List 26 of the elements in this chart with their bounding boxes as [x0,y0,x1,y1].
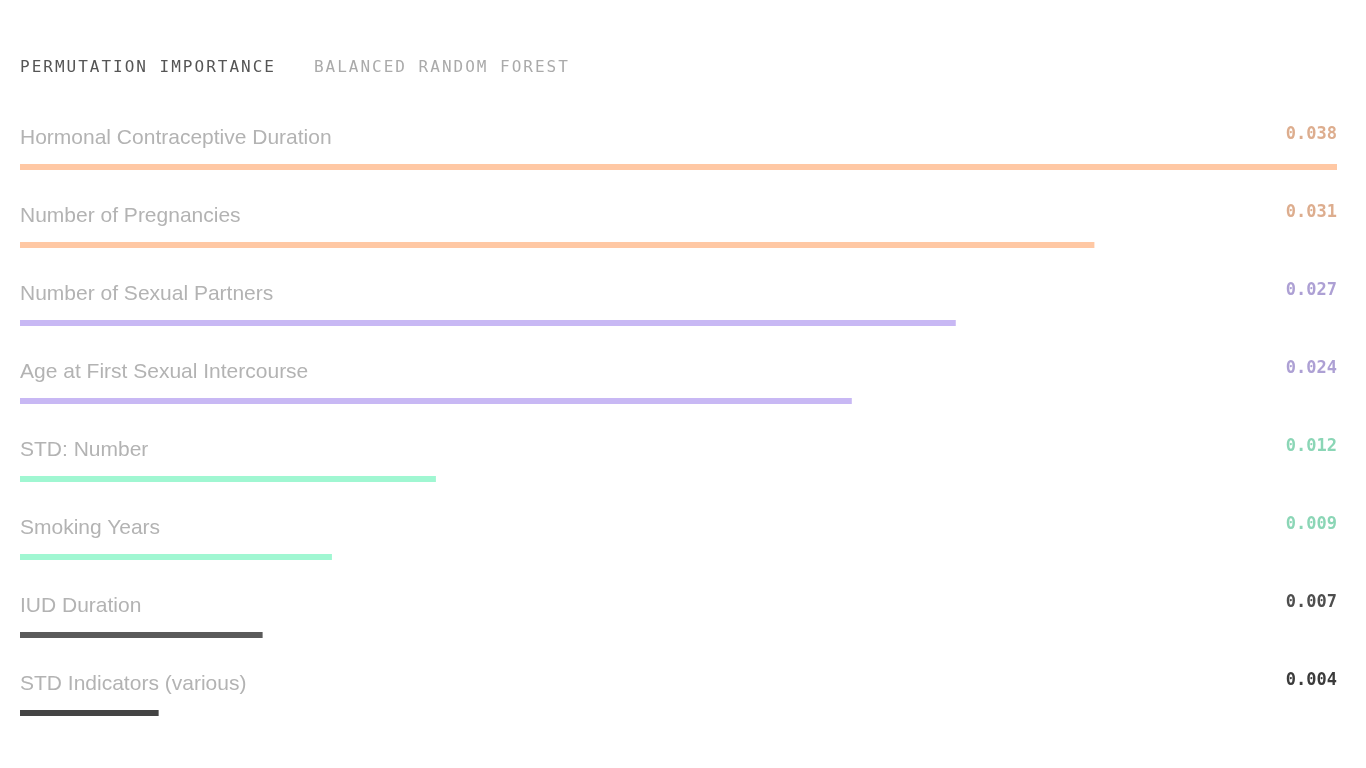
y-tick-label: Hormonal Contraceptive Duration [20,125,332,148]
bar [20,164,1337,170]
y-tick-label: IUD Duration [20,593,142,616]
data-label: 0.027 [1285,279,1337,299]
data-label: 0.031 [1285,201,1337,221]
data-label: 0.004 [1285,669,1337,689]
y-tick-label: Number of Sexual Partners [20,281,274,304]
bar [20,320,956,326]
bar [20,632,263,638]
y-tick-label: STD: Number [20,437,149,460]
y-tick-label: Smoking Years [20,515,161,538]
y-tick-label: Age at First Sexual Intercourse [20,359,309,382]
data-label: 0.007 [1285,591,1337,611]
data-label: 0.012 [1285,435,1337,455]
bar [20,554,332,560]
bar [20,242,1095,248]
chart-subtitle: BALANCED RANDOM FOREST [313,57,570,76]
chart-title: PERMUTATION IMPORTANCE [20,57,276,76]
bar [20,710,159,716]
data-label: 0.024 [1285,357,1337,377]
data-label: 0.038 [1285,123,1337,143]
data-label: 0.009 [1285,513,1337,533]
y-tick-label: Number of Pregnancies [20,203,241,226]
bar [20,476,436,482]
bar [20,398,852,404]
y-tick-label: STD Indicators (various) [20,671,247,694]
